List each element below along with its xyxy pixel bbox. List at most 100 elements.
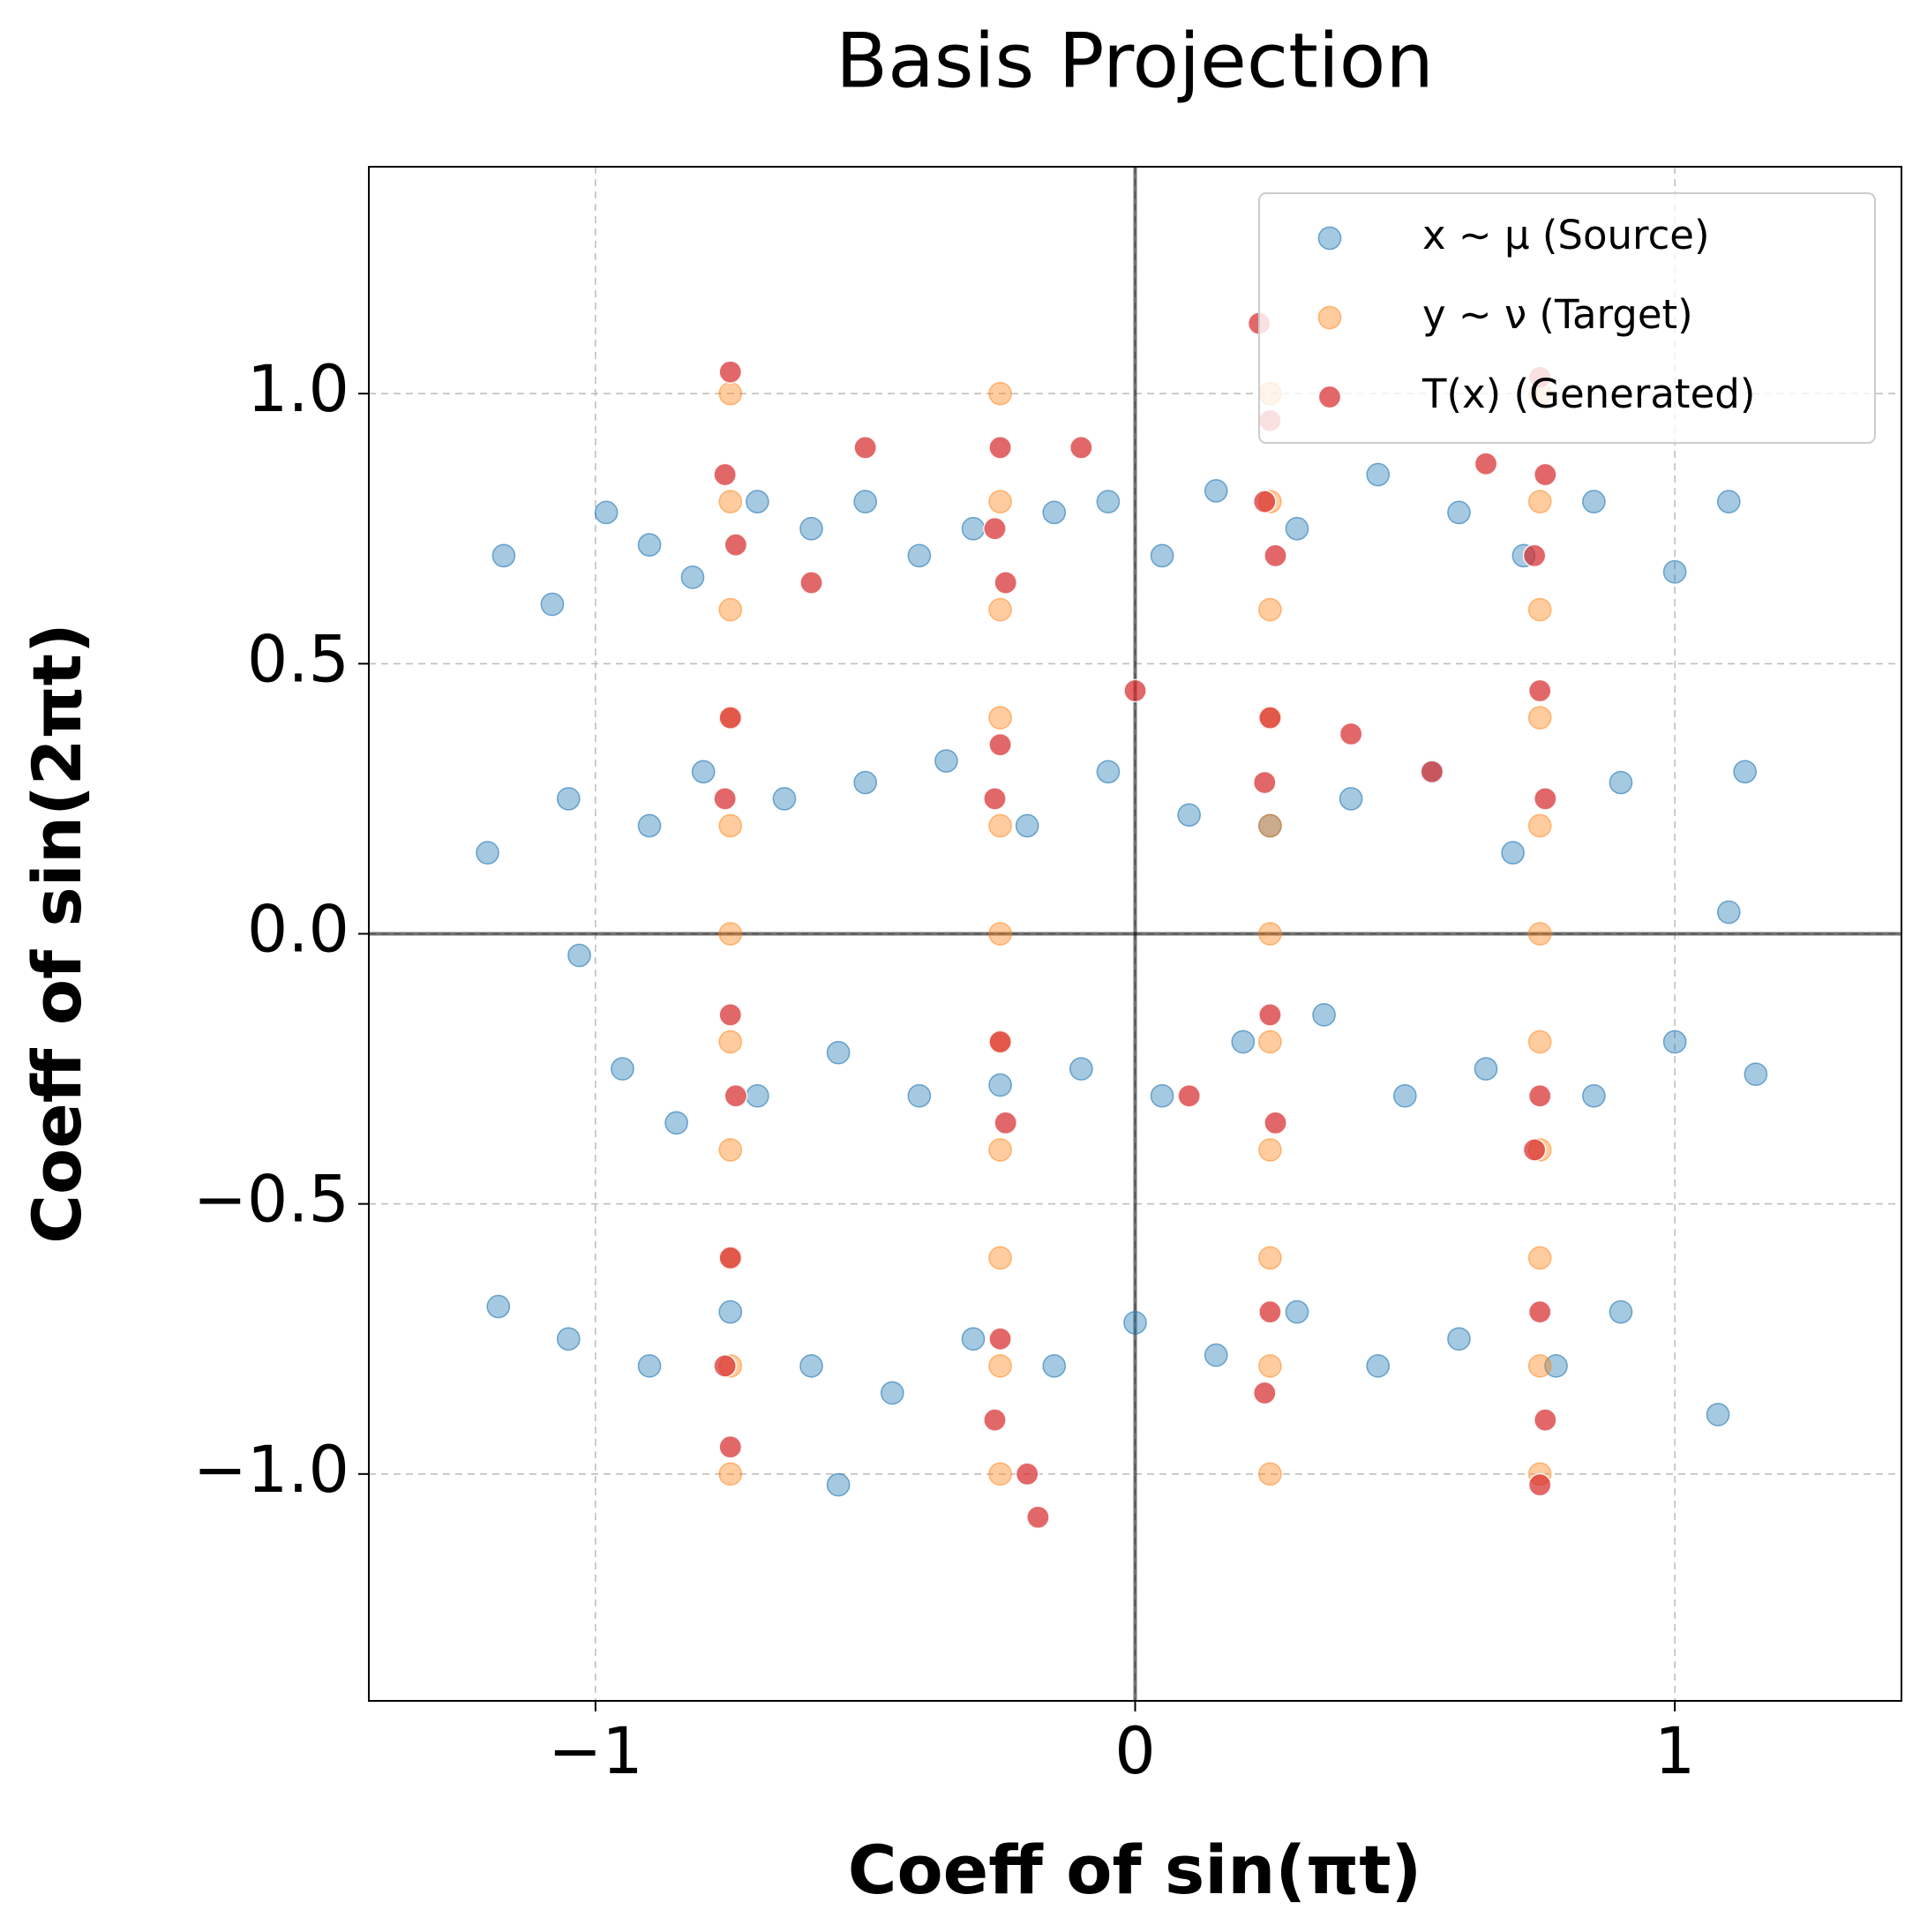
point xyxy=(1123,678,1147,703)
point xyxy=(1706,1403,1730,1427)
point xyxy=(1042,500,1067,525)
point xyxy=(1662,1030,1687,1054)
point xyxy=(988,922,1012,946)
plot-frame xyxy=(368,166,1902,1702)
point xyxy=(1258,1462,1282,1486)
point xyxy=(880,1381,904,1405)
legend-label: T(x) (Generated) xyxy=(1421,371,1755,417)
point xyxy=(1533,462,1557,487)
point xyxy=(1662,559,1687,584)
point xyxy=(988,1030,1012,1054)
point xyxy=(1582,490,1606,513)
point xyxy=(826,1472,851,1497)
point xyxy=(988,732,1012,757)
point xyxy=(994,1111,1018,1135)
point xyxy=(718,360,743,385)
point xyxy=(853,436,878,460)
point xyxy=(1527,597,1552,622)
point xyxy=(540,592,565,617)
point xyxy=(1285,516,1309,541)
y-tick-label: 1.0 xyxy=(247,352,349,427)
point xyxy=(724,1083,748,1108)
point xyxy=(907,543,932,568)
point xyxy=(724,533,748,557)
y-axis-label: Coeff of sin(2πt) xyxy=(18,623,96,1243)
point xyxy=(1252,1381,1277,1405)
point xyxy=(1420,760,1444,784)
legend: x ∼ μ (Source) y ∼ ν (Target) T(x) (Genera… xyxy=(1258,192,1876,444)
point xyxy=(983,1408,1007,1432)
point xyxy=(1716,490,1741,513)
point xyxy=(853,770,878,795)
point xyxy=(1231,1030,1256,1054)
legend-marker xyxy=(1317,226,1342,251)
point xyxy=(680,565,705,589)
point xyxy=(1582,1083,1606,1108)
point xyxy=(1096,760,1121,784)
point xyxy=(1264,543,1287,568)
point xyxy=(713,787,738,811)
point xyxy=(988,1073,1012,1097)
y-tick-label: 0.0 xyxy=(247,893,349,968)
point xyxy=(718,706,743,730)
point xyxy=(988,381,1012,406)
point xyxy=(1150,543,1174,568)
point xyxy=(1015,813,1039,838)
point xyxy=(746,1083,769,1108)
point xyxy=(1527,678,1552,703)
point xyxy=(772,787,797,811)
point xyxy=(718,597,743,622)
point xyxy=(486,1294,511,1319)
point xyxy=(491,543,516,568)
point xyxy=(994,571,1018,595)
point xyxy=(1366,462,1391,487)
point xyxy=(1026,1505,1050,1530)
point xyxy=(476,841,499,865)
point xyxy=(1096,490,1121,513)
point xyxy=(988,597,1012,622)
point xyxy=(1533,1408,1557,1432)
point xyxy=(1177,1083,1202,1108)
point xyxy=(1392,1083,1417,1108)
point xyxy=(718,381,743,406)
point xyxy=(1609,1299,1633,1324)
point xyxy=(718,1002,743,1027)
point xyxy=(1339,722,1363,746)
point xyxy=(746,490,769,513)
point xyxy=(934,749,958,773)
point xyxy=(1527,922,1552,946)
point xyxy=(1447,1327,1471,1352)
point xyxy=(983,516,1007,541)
point xyxy=(1258,1354,1282,1378)
point xyxy=(1258,1030,1282,1054)
point xyxy=(1716,900,1741,925)
point xyxy=(1527,1030,1552,1054)
point xyxy=(1177,803,1202,827)
point xyxy=(988,1138,1012,1162)
point xyxy=(988,1246,1012,1270)
point xyxy=(1150,1083,1174,1108)
point xyxy=(718,1434,743,1459)
point xyxy=(1252,770,1277,795)
point xyxy=(718,1030,743,1054)
point xyxy=(1501,841,1525,865)
point xyxy=(556,1327,581,1352)
point xyxy=(1527,706,1552,730)
point xyxy=(1339,787,1363,811)
point xyxy=(1258,1002,1282,1027)
point xyxy=(1204,479,1228,503)
point xyxy=(718,1246,743,1270)
point xyxy=(1527,490,1552,513)
point xyxy=(1258,1299,1282,1324)
point xyxy=(1533,787,1557,811)
point xyxy=(988,813,1012,838)
point xyxy=(1015,1462,1039,1486)
legend-label: y ∼ ν (Target) xyxy=(1422,291,1693,338)
point xyxy=(713,1354,738,1378)
y-tick-label: 0.5 xyxy=(247,622,349,697)
legend-label: x ∼ μ (Source) xyxy=(1422,212,1710,258)
point xyxy=(718,1138,743,1162)
point xyxy=(1042,1354,1067,1378)
x-tick-label: 0 xyxy=(1114,1714,1155,1789)
